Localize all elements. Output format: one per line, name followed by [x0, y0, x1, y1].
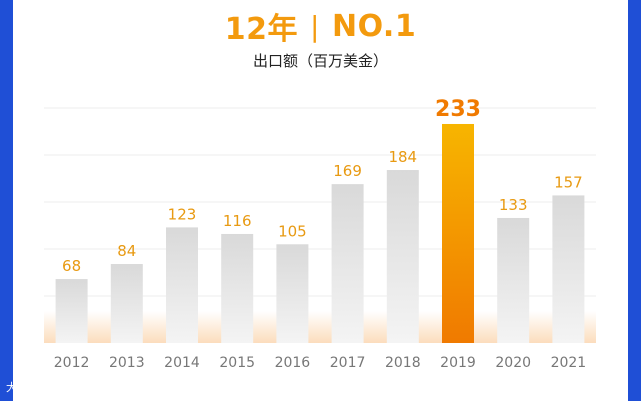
headline-separator: | — [310, 9, 320, 43]
x-tick-label-2018: 2018 — [385, 355, 421, 371]
x-tick-label-2014: 2014 — [164, 355, 200, 371]
chart-subtitle: 出口额（百万美金） — [252, 52, 388, 70]
value-label-2013: 84 — [117, 242, 136, 260]
value-label-2017: 169 — [333, 162, 362, 180]
headline: 12年 | NO.1 — [0, 6, 641, 48]
x-tick-label-2020: 2020 — [495, 355, 531, 371]
bar-2014 — [166, 227, 198, 343]
x-tick-label-2015: 2015 — [219, 355, 255, 371]
x-tick-label-2019: 2019 — [440, 355, 476, 371]
left-accent-bar — [0, 0, 13, 401]
x-tick-label-2017: 2017 — [330, 355, 366, 371]
value-label-2018: 184 — [388, 148, 417, 166]
bar-2021 — [552, 195, 585, 343]
x-tick-label-2013: 2013 — [109, 355, 145, 371]
bar-2017 — [331, 184, 364, 343]
value-label-2015: 116 — [223, 212, 252, 230]
x-tick-label-2016: 2016 — [275, 355, 311, 371]
bar-2013 — [110, 264, 143, 343]
x-tick-label-2021: 2021 — [551, 355, 587, 371]
x-tick-label-2012: 2012 — [54, 355, 90, 371]
headline-years: 12年 — [224, 12, 299, 47]
value-label-2020: 133 — [499, 196, 528, 214]
bar-2015 — [221, 233, 254, 343]
value-label-2021: 157 — [554, 173, 583, 191]
bar-2018 — [386, 170, 419, 343]
bar-2020 — [497, 217, 530, 343]
bar-2019 — [442, 123, 474, 343]
value-label-2019: 233 — [435, 97, 481, 122]
value-label-2016: 105 — [278, 222, 307, 240]
value-label-2014: 123 — [168, 205, 197, 223]
headline-rank: NO.1 — [331, 8, 417, 44]
bar-2012 — [55, 279, 88, 343]
right-accent-bar — [628, 0, 641, 401]
value-label-2012: 68 — [62, 257, 81, 275]
watermark: 大数据报 — [6, 381, 52, 394]
bar-2016 — [276, 244, 309, 343]
